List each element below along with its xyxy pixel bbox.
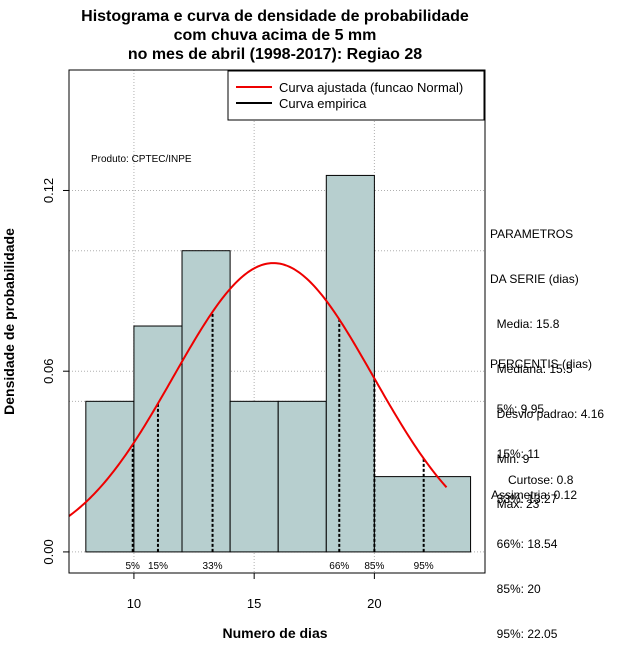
y-tick-label: 0.12 (41, 178, 56, 203)
normal-curve-line (68, 262, 448, 517)
parametros-line: Media: 15.8 (490, 317, 560, 331)
assimetria-text: Assimetria: 0.12 (491, 488, 578, 502)
parametros-line: Min: 9 (490, 452, 530, 466)
axes: 10 15 20 0.00 0.06 0.12 Numero de dias Densidad… (1, 178, 382, 641)
parametros-line: Mediana: 15.5 (490, 362, 573, 376)
title-line: no mes de abril (1998-2017): Regiao 28 (128, 46, 422, 63)
y-axis-label: Densidade de probabilidade (1, 228, 17, 415)
percentile-label: 5% (125, 561, 140, 572)
parametros-panel: PARAMETROS DA SERIE (dias) Media: 15.8 M… (490, 197, 604, 527)
plot-frame (68, 69, 486, 574)
histogram-bar (325, 174, 375, 553)
percentile-label: 15% (148, 561, 168, 572)
percentile-label: 95% (414, 561, 434, 572)
normal-curve (68, 262, 448, 517)
y-tick-label: 0.00 (41, 539, 56, 564)
parametros-line: Desvio padrao: 4.16 (490, 407, 605, 421)
x-axis-label: Numero de dias (222, 625, 327, 641)
histogram-bar (277, 400, 327, 553)
percentis-line: 5%: 9.95 (490, 402, 545, 416)
curtose-text: Curtose: 0.8 (508, 473, 574, 487)
x-tick-label: 20 (367, 596, 381, 611)
legend-box (227, 70, 485, 121)
chart-title: Histograma e curva de densidade de proba… (81, 8, 469, 63)
parametros-line: PARAMETROS (490, 227, 574, 241)
title-line: com chuva acima de 5 mm (174, 27, 377, 44)
title-line: Histograma e curva de densidade de proba… (81, 8, 469, 25)
histogram-bar (181, 250, 231, 553)
x-tick-label: 15 (247, 596, 261, 611)
percentis-line: 85%: 20 (490, 582, 541, 596)
percentile-label: 33% (203, 561, 223, 572)
percentis-line: PERCENTIS (dias) (490, 357, 593, 371)
percentis-line: 33%: 13.27 (490, 492, 558, 506)
percentis-line: 15%: 11 (490, 447, 540, 461)
legend: Curva ajustada (funcao Normal)Curva empi… (227, 70, 485, 121)
percentis-panel: PERCENTIS (dias) 5%: 9.95 15%: 11 33%: 1… (490, 327, 592, 657)
histogram-bar (229, 400, 279, 553)
histogram-bar (373, 476, 472, 553)
percentis-line: 95%: 22.05 (490, 627, 558, 641)
product-annotation: Produto: CPTEC/INPE (91, 154, 192, 165)
legend-label: Curva empirica (279, 96, 367, 111)
percentis-line: 66%: 18.54 (490, 537, 558, 551)
plot-border (68, 69, 486, 574)
histogram-bars (85, 174, 472, 553)
percentile-label: 66% (329, 561, 349, 572)
percentile-lines: 5% 15% 33% 66% 85% 95% (125, 311, 434, 572)
parametros-line: DA SERIE (dias) (490, 272, 579, 286)
parametros-line: Max: 23 (490, 497, 540, 511)
percentile-label: 85% (364, 561, 384, 572)
legend-label: Curva ajustada (funcao Normal) (279, 80, 463, 95)
y-tick-label: 0.06 (41, 359, 56, 384)
x-tick-label: 10 (127, 596, 141, 611)
